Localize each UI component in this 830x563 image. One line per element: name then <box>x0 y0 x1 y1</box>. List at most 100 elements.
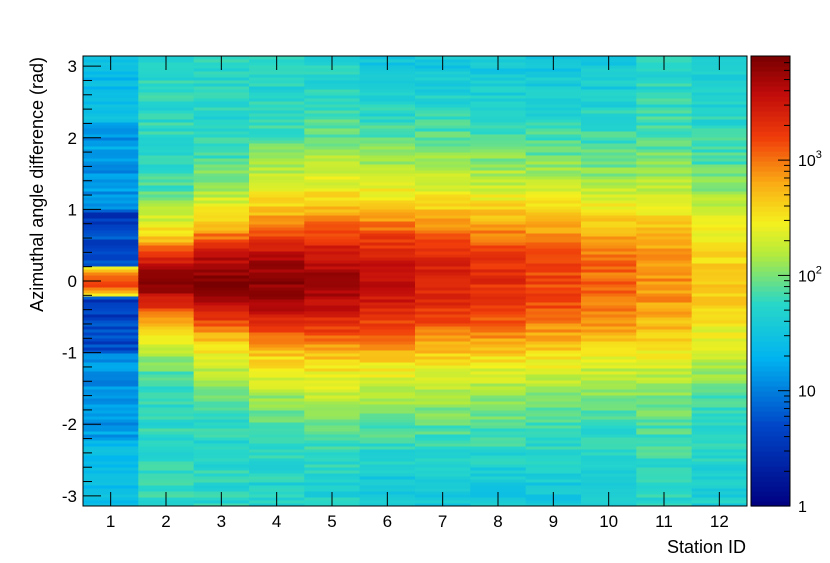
heatmap-cell <box>193 86 250 90</box>
heatmap-cell <box>581 263 637 267</box>
heatmap-cell <box>83 227 139 231</box>
colorbar-step <box>751 446 790 452</box>
heatmap-cell <box>193 290 250 294</box>
heatmap-cell <box>636 251 693 255</box>
heatmap-cell <box>193 80 250 84</box>
heatmap-cell <box>193 308 250 312</box>
heatmap-cell <box>249 164 305 168</box>
heatmap-cell <box>581 392 637 396</box>
heatmap-cell <box>691 305 747 309</box>
heatmap-cell <box>581 437 637 441</box>
heatmap-cell <box>304 374 361 378</box>
heatmap-cell <box>83 362 139 366</box>
heatmap-cell <box>525 404 582 408</box>
heatmap-cell <box>415 80 471 84</box>
heatmap-cell <box>581 326 637 330</box>
heatmap-cell <box>691 125 747 129</box>
heatmap-cell <box>691 191 747 195</box>
heatmap-cell <box>193 239 250 243</box>
heatmap-cell <box>249 251 305 255</box>
heatmap-cell <box>470 233 527 237</box>
heatmap-cell <box>581 95 637 99</box>
heatmap-cell <box>83 479 139 483</box>
heatmap-cell <box>525 371 582 375</box>
heatmap-cell <box>415 368 471 372</box>
heatmap-cell <box>581 275 637 279</box>
heatmap-cell <box>249 236 305 240</box>
heatmap-cell <box>691 185 747 189</box>
heatmap-cell <box>359 260 416 264</box>
x-tick-label: 3 <box>217 512 226 531</box>
heatmap-cell <box>304 185 361 189</box>
heatmap-cell <box>415 317 471 321</box>
heatmap-cell <box>249 398 305 402</box>
heatmap-cell <box>470 119 527 123</box>
colorbar-step <box>751 371 790 377</box>
heatmap-cell <box>636 263 693 267</box>
heatmap-cell <box>249 317 305 321</box>
heatmap-cell <box>525 71 582 75</box>
heatmap-cell <box>470 134 527 138</box>
heatmap-cell <box>636 407 693 411</box>
heatmap-cell <box>691 158 747 162</box>
heatmap-cell <box>249 341 305 345</box>
heatmap-cell <box>415 209 471 213</box>
heatmap-cell <box>525 194 582 198</box>
heatmap-cell <box>470 224 527 228</box>
heatmap-cell <box>636 191 693 195</box>
heatmap-cell <box>525 86 582 90</box>
heatmap-cell <box>83 293 139 297</box>
heatmap-cell <box>691 128 747 132</box>
heatmap-cell <box>249 467 305 471</box>
colorbar-step <box>751 476 790 482</box>
heatmap-cell <box>359 164 416 168</box>
heatmap-cell <box>525 131 582 135</box>
heatmap-cell <box>138 461 195 465</box>
heatmap-cell <box>359 173 416 177</box>
heatmap-cell <box>304 176 361 180</box>
heatmap-cell <box>138 269 195 273</box>
heatmap-cell <box>636 434 693 438</box>
heatmap-cell <box>304 284 361 288</box>
heatmap-cell <box>525 380 582 384</box>
heatmap-cell <box>636 431 693 435</box>
heatmap-cell <box>83 470 139 474</box>
heatmap-cell <box>636 329 693 333</box>
heatmap-cell <box>249 389 305 393</box>
heatmap-cell <box>691 323 747 327</box>
heatmap-cell <box>636 449 693 453</box>
heatmap-cell <box>691 272 747 276</box>
heatmap-cell <box>525 317 582 321</box>
heatmap-cell <box>470 323 527 327</box>
heatmap-cell <box>415 407 471 411</box>
heatmap-cell <box>525 335 582 339</box>
heatmap-cell <box>691 350 747 354</box>
colorbar-step <box>751 246 790 252</box>
heatmap-cell <box>304 113 361 117</box>
heatmap-cell <box>249 293 305 297</box>
heatmap-cell <box>636 218 693 222</box>
heatmap-cell <box>359 239 416 243</box>
heatmap-cell <box>636 188 693 192</box>
heatmap-cell <box>249 353 305 357</box>
heatmap-cell <box>359 77 416 81</box>
heatmap-cell <box>359 431 416 435</box>
heatmap-cell <box>525 281 582 285</box>
colorbar-step <box>751 111 790 117</box>
heatmap-cell <box>249 473 305 477</box>
heatmap-cell <box>581 269 637 273</box>
colorbar-step <box>751 361 790 367</box>
heatmap-cell <box>359 161 416 165</box>
heatmap-cell <box>581 116 637 120</box>
heatmap-cell <box>304 212 361 216</box>
heatmap-cell <box>581 92 637 96</box>
heatmap-cell <box>138 164 195 168</box>
heatmap-cell <box>470 422 527 426</box>
heatmap-cell <box>415 122 471 126</box>
heatmap-cell <box>304 428 361 432</box>
heatmap-cell <box>581 134 637 138</box>
heatmap-cell <box>304 221 361 225</box>
heatmap-cell <box>470 368 527 372</box>
heatmap-cell <box>83 416 139 420</box>
heatmap-cell <box>304 128 361 132</box>
